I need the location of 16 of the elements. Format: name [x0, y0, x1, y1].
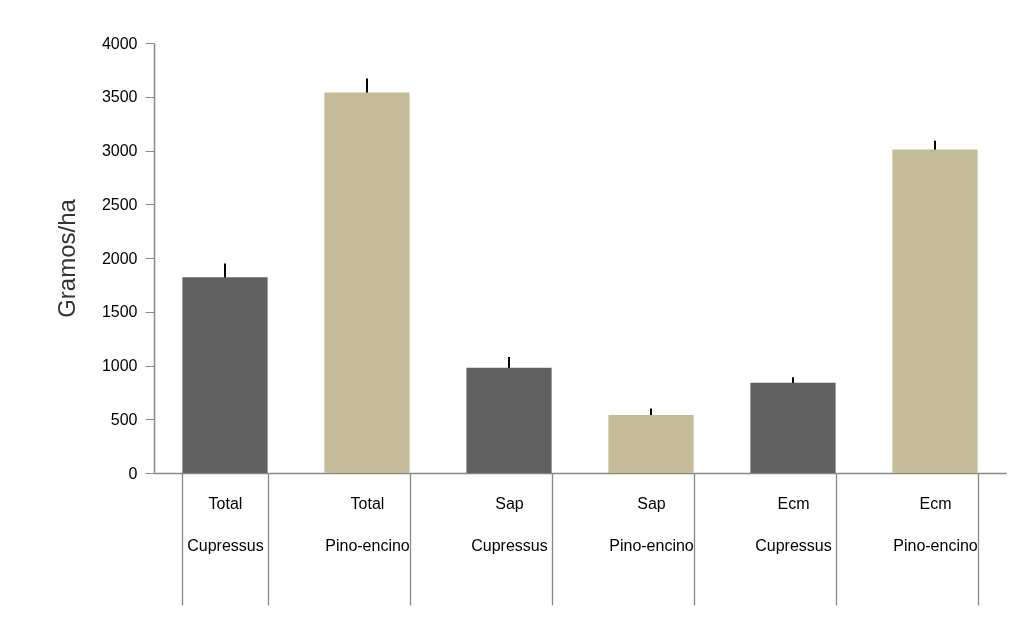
y-tick-label: 3500 [101, 88, 138, 106]
category-label: Sap Cupressus [471, 494, 548, 554]
y-tick-label: 0 [128, 464, 138, 482]
category-label: Total Pino-encino [325, 494, 410, 554]
y-tick-label: 4000 [101, 34, 138, 52]
y-tick-label: 2000 [101, 249, 138, 267]
category-label: Ecm Pino-encino [893, 494, 978, 554]
y-tick-label: 1500 [101, 303, 138, 321]
y-tick-label: 2500 [101, 195, 138, 213]
category-label: Sap Pino-encino [609, 494, 694, 554]
y-tick-label: 500 [110, 410, 138, 428]
y-axis-title: Gramos/ha [52, 198, 80, 318]
category-label: Total Cupressus [187, 494, 264, 554]
y-tick-label: 1000 [101, 357, 138, 374]
y-tick-label: 3000 [101, 142, 138, 159]
category-label: Ecm Cupressus [755, 494, 832, 554]
